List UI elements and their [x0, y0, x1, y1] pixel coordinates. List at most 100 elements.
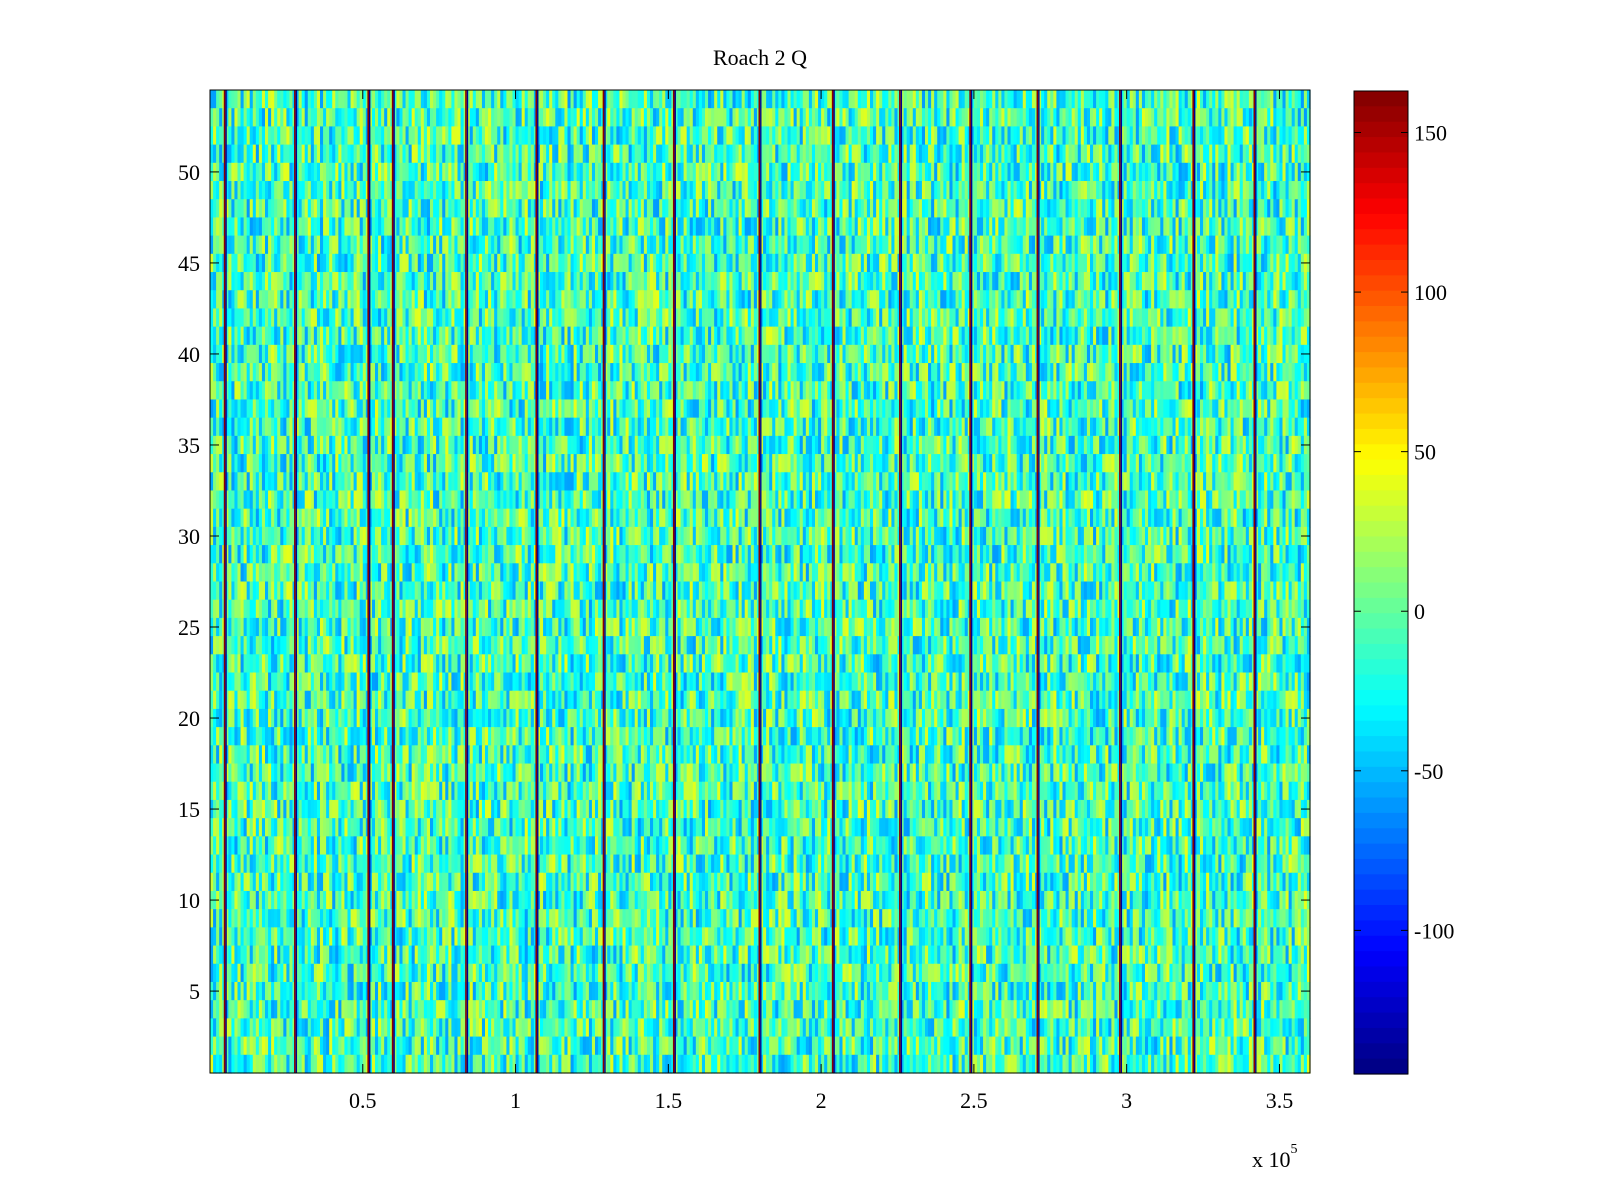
- heatmap-cell: [423, 108, 428, 127]
- heatmap-cell: [457, 126, 462, 146]
- heatmap-cell: [1010, 90, 1015, 109]
- heatmap-cell: [1175, 90, 1180, 109]
- heatmap-cell: [1288, 126, 1293, 146]
- heatmap-cell: [552, 126, 556, 146]
- heatmap-cell: [384, 144, 388, 164]
- heatmap-cell: [845, 90, 850, 109]
- heatmap-cell: [1053, 108, 1057, 127]
- heatmap-cell: [1065, 108, 1070, 127]
- heatmap-cell: [998, 126, 1002, 146]
- heatmap-cell: [466, 90, 471, 109]
- heatmap-cell: [1239, 90, 1244, 109]
- heatmap-cell: [1126, 108, 1131, 127]
- heatmap-cell: [405, 126, 410, 146]
- heatmap-cell: [1163, 126, 1167, 146]
- heatmap-cell: [1218, 108, 1222, 127]
- heatmap-cell: [1132, 108, 1137, 127]
- heatmap-cell: [243, 90, 248, 109]
- heatmap-cell: [741, 90, 746, 109]
- heatmap-cell: [469, 144, 474, 164]
- heatmap-cell: [451, 126, 456, 146]
- heatmap-cell: [1013, 90, 1018, 109]
- heatmap-cell: [1273, 126, 1277, 146]
- heatmap-cell: [616, 144, 621, 164]
- heatmap-cell: [585, 144, 590, 164]
- heatmap-cell: [833, 144, 837, 164]
- heatmap-cell: [307, 108, 312, 127]
- heatmap-cell: [414, 108, 419, 127]
- heatmap-cell: [701, 108, 706, 127]
- heatmap-cell: [1209, 108, 1213, 127]
- heatmap-cell: [1056, 108, 1061, 127]
- heatmap-cell: [475, 144, 480, 164]
- heatmap-cell: [344, 90, 349, 109]
- heatmap-cell: [451, 90, 456, 109]
- heatmap-cell: [289, 126, 294, 146]
- heatmap-cell: [701, 126, 706, 146]
- heatmap-cell: [1175, 108, 1180, 127]
- heatmap-cell: [808, 126, 813, 146]
- heatmap-cell: [662, 144, 666, 164]
- heatmap-cell: [1059, 108, 1064, 127]
- heatmap-cell: [414, 144, 419, 164]
- heatmap-cell: [591, 144, 596, 164]
- heatmap-cell: [396, 144, 401, 164]
- heatmap-cell: [921, 90, 926, 109]
- heatmap-cell: [1080, 108, 1085, 127]
- heatmap-cell: [909, 126, 914, 146]
- heatmap-cell: [729, 108, 734, 127]
- heatmap-cell: [430, 144, 434, 164]
- heatmap-cell: [515, 108, 520, 127]
- heatmap-cell: [894, 108, 899, 127]
- heatmap-cell: [656, 126, 660, 146]
- heatmap-cell: [698, 108, 703, 127]
- heatmap-cell: [573, 126, 578, 146]
- heatmap-cell: [876, 126, 880, 146]
- heatmap-cell: [228, 144, 232, 164]
- heatmap-cell: [1111, 126, 1116, 146]
- heatmap-cell: [378, 144, 382, 164]
- heatmap-cell: [860, 90, 865, 109]
- heatmap-cell: [1102, 126, 1106, 146]
- heatmap-cell: [674, 126, 679, 146]
- heatmap-cell: [1123, 126, 1128, 146]
- heatmap-cell: [891, 90, 896, 109]
- heatmap-cell: [824, 144, 828, 164]
- heatmap-cell: [213, 90, 217, 109]
- heatmap-cell: [1264, 126, 1268, 146]
- heatmap-cell: [821, 144, 825, 164]
- heatmap-cell: [509, 144, 514, 164]
- heatmap-cell: [1261, 108, 1265, 127]
- heatmap-cell: [399, 126, 404, 146]
- heatmap-cell: [540, 90, 544, 109]
- heatmap-cell: [677, 108, 682, 127]
- heatmap-cell: [921, 126, 926, 146]
- heatmap-cell: [362, 144, 367, 164]
- heatmap-cell: [286, 144, 291, 164]
- heatmap-cell: [1074, 108, 1079, 127]
- heatmap-cell: [769, 108, 773, 127]
- heatmap-cell: [665, 126, 669, 146]
- heatmap-cell: [439, 126, 443, 146]
- heatmap-cell: [1038, 126, 1042, 146]
- heatmap-cell: [958, 108, 963, 127]
- heatmap-cell: [747, 144, 752, 164]
- heatmap-cell: [1184, 90, 1189, 109]
- heatmap-cell: [469, 126, 474, 146]
- heatmap-cell: [931, 108, 935, 127]
- heatmap-cell: [1120, 90, 1125, 109]
- heatmap-cell: [1297, 108, 1302, 127]
- heatmap-cell: [888, 90, 892, 109]
- heatmap-cell: [903, 108, 908, 127]
- heatmap-cell: [341, 90, 346, 109]
- heatmap-cell: [653, 108, 657, 127]
- heatmap-cell: [885, 144, 889, 164]
- heatmap-cell: [460, 108, 465, 127]
- heatmap-cell: [454, 144, 459, 164]
- heatmap-cell: [1154, 108, 1158, 127]
- heatmap-cell: [1169, 108, 1174, 127]
- heatmap-cell: [1230, 108, 1235, 127]
- heatmap-cell: [243, 108, 248, 127]
- heatmap-cell: [249, 144, 254, 164]
- heatmap-cell: [320, 126, 324, 146]
